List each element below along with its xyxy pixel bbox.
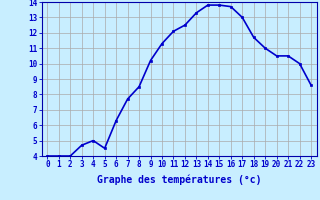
X-axis label: Graphe des températures (°c): Graphe des températures (°c) <box>97 175 261 185</box>
